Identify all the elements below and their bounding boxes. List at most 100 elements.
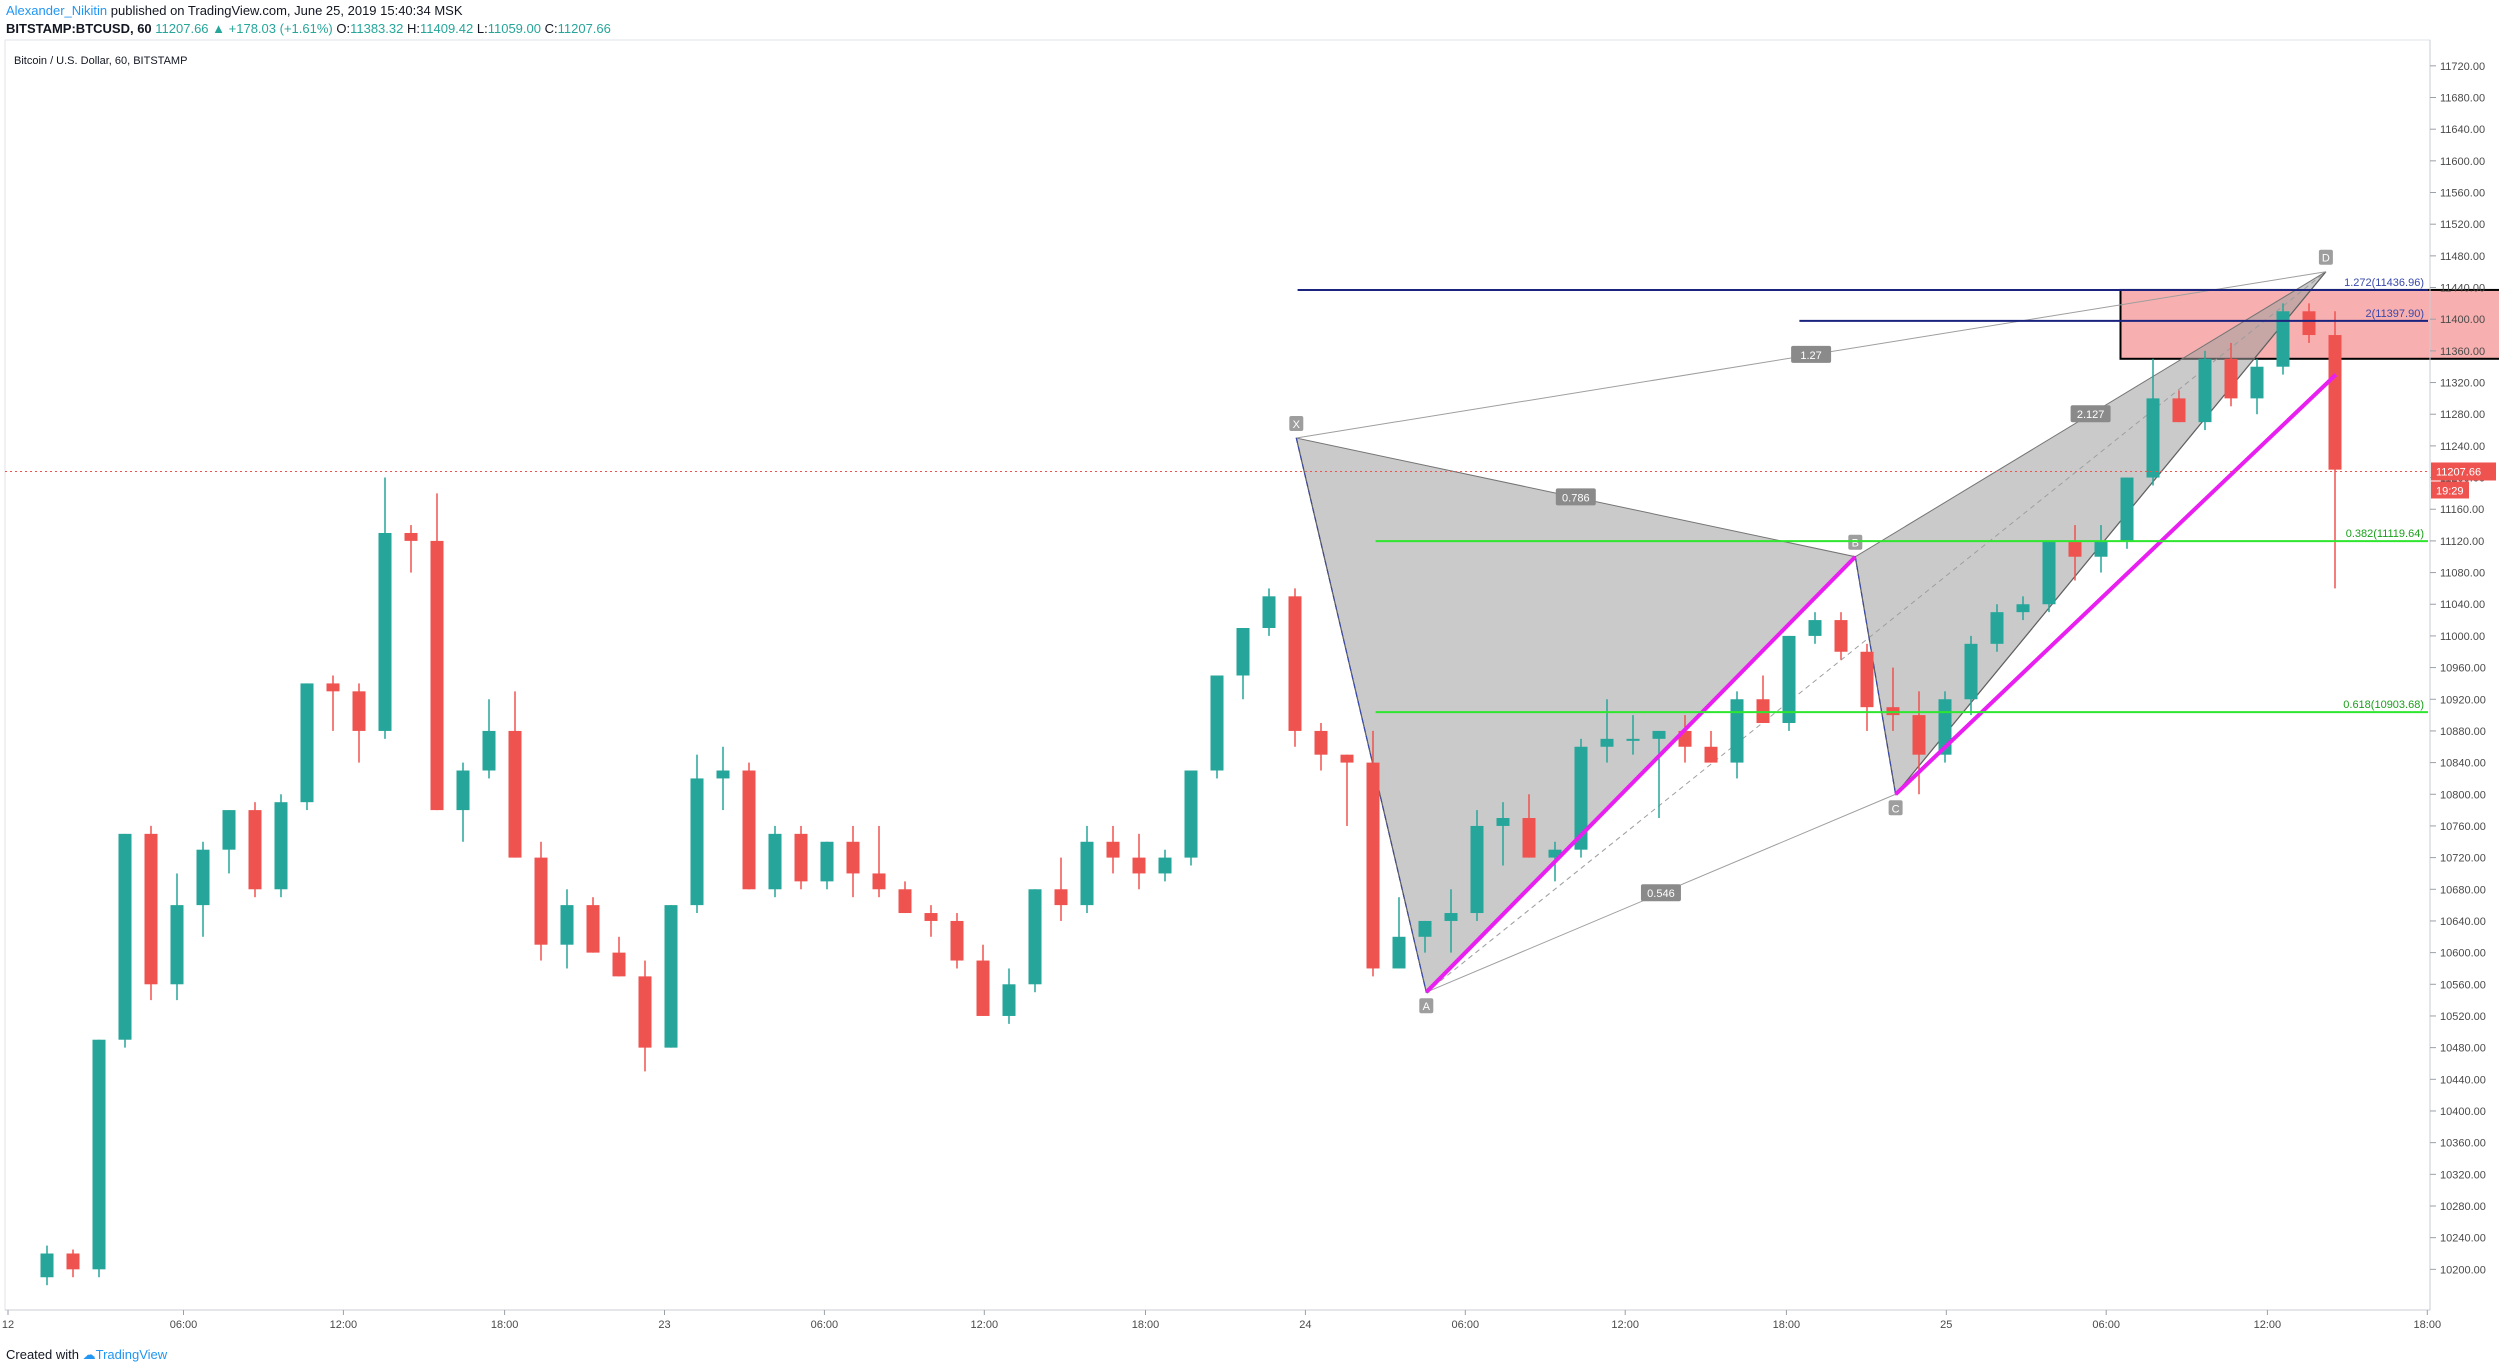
candle-up	[170, 905, 184, 985]
candle-down	[976, 960, 990, 1016]
close-label: C:	[544, 21, 558, 36]
time-tick-label: 25	[1940, 1319, 1952, 1331]
countdown-label: 19:29	[2436, 485, 2464, 497]
time-tick-label: 18:00	[1773, 1319, 1801, 1331]
time-tick-label: 24	[1299, 1319, 1311, 1331]
fib-level-label: 0.618(10903.68)	[2343, 699, 2424, 711]
created-with-label: Created with	[6, 1347, 79, 1362]
candle-up	[2042, 540, 2056, 605]
high-label: H:	[406, 21, 420, 36]
candle-up	[482, 730, 496, 771]
price-tick-label: 11040.00	[2440, 599, 2485, 611]
price-tick-label: 10640.00	[2440, 916, 2486, 928]
price-tick-label: 10560.00	[2440, 979, 2486, 991]
candle-up	[1600, 738, 1614, 747]
candle-up	[1028, 889, 1042, 985]
levels-layer: 0.382(11119.64) 0.618(10903.68) 1.272(1143…	[5, 277, 2430, 994]
symbol-label[interactable]: BITSTAMP:BTCUSD, 60	[6, 21, 152, 36]
time-tick-label: 06:00	[2092, 1319, 2120, 1331]
price-tick-label: 10800.00	[2440, 789, 2486, 801]
candle-up	[92, 1039, 106, 1270]
candle-up	[1210, 675, 1224, 771]
candle-up	[2276, 311, 2290, 367]
low-label: L:	[476, 21, 488, 36]
candle-up	[1444, 913, 1458, 921]
candle-up	[1652, 730, 1666, 739]
price-tick-label: 10680.00	[2440, 884, 2486, 896]
pattern-ad-dashed	[1425, 271, 2327, 993]
candle-down	[1756, 699, 1770, 724]
candle-down	[1288, 596, 1302, 731]
candle-down	[898, 889, 912, 914]
extension-level-label: 1.272(11436.96)	[2344, 277, 2424, 289]
time-tick-label: 18:00	[2414, 1319, 2442, 1331]
candle-up	[2198, 358, 2212, 423]
plot-area[interactable]	[4, 39, 2431, 1311]
candle-down	[2068, 540, 2082, 557]
time-tick-label: 18:00	[1132, 1319, 1160, 1331]
last-price-badge-label: 11207.66	[2436, 466, 2481, 478]
time-tick-label: 06:00	[170, 1319, 198, 1331]
candle-up	[2250, 366, 2264, 399]
price-tick-label: 10720.00	[2440, 853, 2486, 865]
abcd-ab-line	[1424, 555, 1857, 994]
price-tick-label: 11120.00	[2440, 536, 2484, 548]
candle-down	[404, 532, 418, 541]
price-tick-label: 11440.00	[2440, 283, 2485, 295]
price-tick-label: 10400.00	[2440, 1106, 2486, 1118]
candle-down	[326, 683, 340, 692]
point-label: C	[1892, 803, 1900, 815]
time-tick-label: 12:00	[330, 1319, 358, 1331]
time-tick-label: 23	[658, 1319, 670, 1331]
candle-up	[1808, 620, 1822, 636]
price-tick-label: 11080.00	[2440, 568, 2485, 580]
low-value: 11059.00	[487, 21, 541, 36]
publish-line: Alexander_Nikitin published on TradingVi…	[6, 2, 611, 20]
candle-down	[1106, 841, 1120, 858]
price-tick-label: 11360.00	[2440, 346, 2485, 358]
ratio-label: 2.127	[2077, 409, 2105, 421]
point-label-bg	[1888, 800, 1903, 816]
ratio-label-bg	[1555, 488, 1596, 506]
price-tick-label: 10200.00	[2440, 1264, 2486, 1276]
price-tick-label: 11560.00	[2440, 188, 2485, 200]
time-tick-label: 12:00	[1611, 1319, 1639, 1331]
candle-up	[1236, 627, 1250, 676]
publish-info: published on TradingView.com, June 25, 2…	[110, 3, 463, 18]
tradingview-brand[interactable]: TradingView	[95, 1347, 168, 1362]
price-tick-label: 11480.00	[2440, 251, 2485, 263]
price-tick-label: 10520.00	[2440, 1011, 2486, 1023]
footer: Created with ☁TradingView	[6, 1346, 167, 1364]
candle-up	[300, 683, 314, 803]
point-label-bg	[2318, 249, 2333, 265]
countdown-badge	[2431, 481, 2469, 499]
point-label: B	[1852, 538, 1859, 550]
extension-level-label: 2(11397.90)	[2365, 308, 2424, 320]
tradingview-logo-icon[interactable]: ☁	[82, 1347, 96, 1362]
last-price-badge	[2431, 462, 2496, 481]
price-tick-label: 10360.00	[2440, 1138, 2486, 1150]
price-axis[interactable]: 11720.00 11680.00 11640.00 11600.00 11560.00…	[2429, 40, 2496, 1310]
candle-up	[456, 770, 470, 811]
candle-down	[352, 691, 366, 731]
candle-up	[1392, 936, 1406, 969]
candle-up	[1626, 738, 1640, 741]
price-change: ▲ +178.03 (+1.61%)	[212, 21, 333, 36]
candles-layer	[40, 303, 2342, 1286]
candle-down	[2172, 398, 2186, 423]
candle-down	[2302, 311, 2316, 336]
chart-title: Bitcoin / U.S. Dollar, 60, BITSTAMP	[14, 55, 187, 67]
price-tick-label: 10320.00	[2440, 1169, 2486, 1181]
candle-up	[1158, 857, 1172, 874]
candle-down	[2224, 358, 2238, 399]
chart-header: Alexander_Nikitin published on TradingVi…	[6, 2, 611, 38]
time-axis[interactable]: 12 06:00 12:00 18:00 23 06:00 12:00 18:00 24 06:0…	[2, 1309, 2499, 1331]
candle-down	[924, 913, 938, 921]
point-label: X	[1293, 419, 1301, 431]
candle-up	[196, 849, 210, 906]
ratio-label: 0.786	[1562, 492, 1590, 504]
author-link[interactable]: Alexander_Nikitin	[6, 3, 108, 18]
price-tick-label: 11640.00	[2440, 124, 2485, 136]
point-label: D	[2322, 253, 2330, 265]
